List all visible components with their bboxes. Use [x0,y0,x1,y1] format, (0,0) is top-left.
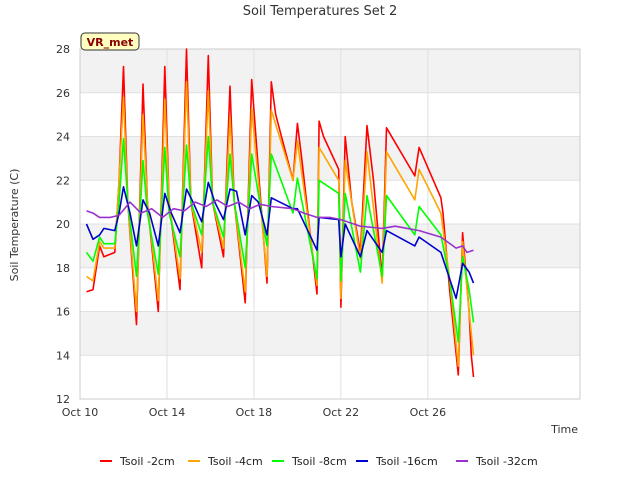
legend: Tsoil -2cm Tsoil -4cm Tsoil -8cm Tsoil -16c… [100,455,538,468]
background-band [80,311,580,356]
y-tick-label: 12 [56,393,70,406]
background-band [80,355,580,399]
y-tick-label: 26 [56,87,70,100]
x-tick-label: Oct 26 [410,406,447,419]
x-tick-label: Oct 10 [62,406,99,419]
y-tick-label: 16 [56,306,70,319]
series-line-tsoil-8cm [85,135,475,343]
y-axis-label: Soil Temperature (C) [8,169,21,282]
station-badge: VR_met [80,32,140,51]
background-band [80,92,580,137]
y-tick-label: 22 [56,174,70,187]
y-axis-ticks: 12 14 16 18 20 22 24 26 28 [56,43,70,406]
legend-label: Tsoil -2cm [119,455,175,468]
legend-label: Tsoil -8cm [291,455,347,468]
y-tick-label: 24 [56,131,70,144]
plot-frame [79,48,581,400]
legend-label: Tsoil -4cm [207,455,263,468]
y-tick-label: 14 [56,349,70,362]
station-badge-box [80,32,140,51]
y-tick-label: 20 [56,218,70,231]
background-band [80,224,580,268]
x-axis-ticks: Oct 10 Oct 14 Oct 18 Oct 22 Oct 26 [62,406,446,419]
y-tick-label: 28 [56,43,70,56]
series-layer [85,48,475,378]
background-band [80,136,580,181]
chart-title: Soil Temperatures Set 2 [243,4,398,19]
x-tick-label: Oct 22 [323,406,360,419]
x-axis-label: Time [550,423,578,436]
background-band [80,49,580,93]
series-line-tsoil-4cm [86,81,475,367]
background-band [80,267,580,312]
legend-label: Tsoil -16cm [375,455,438,468]
series-line-tsoil-16cm [85,181,475,300]
x-tick-label: Oct 14 [149,406,186,419]
legend-label: Tsoil -32cm [475,455,538,468]
series-line-tsoil-32cm [86,199,474,254]
y-tick-label: 18 [56,262,70,275]
x-tick-label: Oct 18 [236,406,273,419]
station-badge-label: VR_met [87,36,134,49]
